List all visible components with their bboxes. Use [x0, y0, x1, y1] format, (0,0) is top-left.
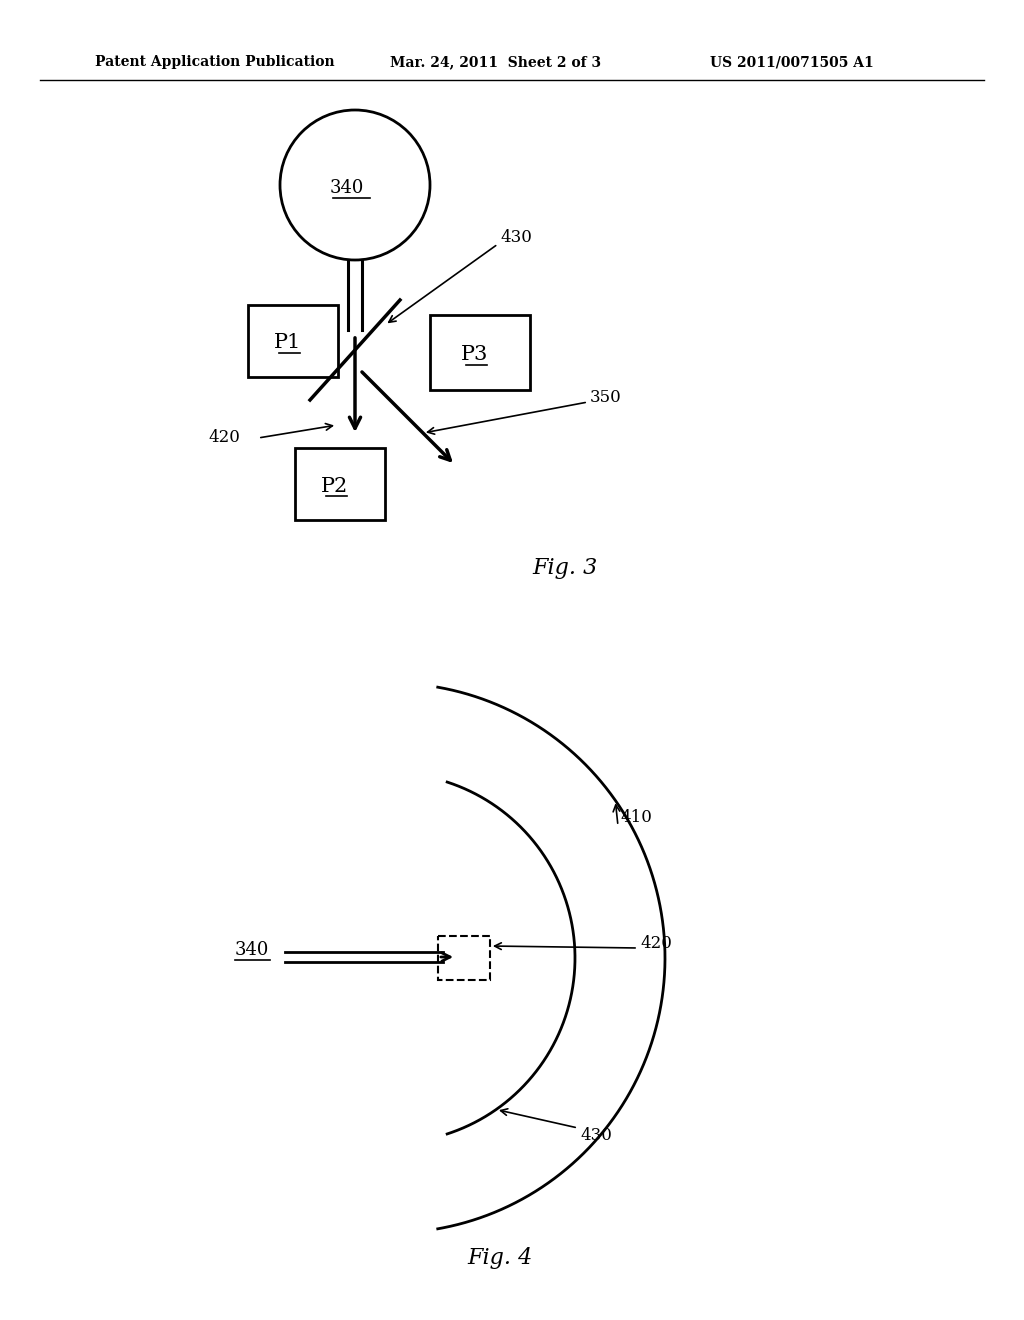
- Text: 340: 340: [330, 180, 365, 197]
- Text: 430: 430: [580, 1127, 612, 1144]
- Bar: [248, 305, 338, 378]
- Text: Fig. 4: Fig. 4: [467, 1247, 532, 1269]
- Bar: [438, 936, 490, 979]
- Text: 420: 420: [640, 935, 672, 952]
- Text: US 2011/0071505 A1: US 2011/0071505 A1: [710, 55, 873, 69]
- Text: P2: P2: [322, 477, 348, 495]
- Text: 420: 420: [208, 429, 240, 446]
- Text: Mar. 24, 2011  Sheet 2 of 3: Mar. 24, 2011 Sheet 2 of 3: [390, 55, 601, 69]
- Text: 430: 430: [500, 230, 531, 247]
- Text: 340: 340: [234, 941, 269, 960]
- Bar: [430, 315, 530, 389]
- Bar: [295, 447, 385, 520]
- Text: 350: 350: [590, 389, 622, 407]
- Text: P3: P3: [462, 345, 488, 364]
- Text: Patent Application Publication: Patent Application Publication: [95, 55, 335, 69]
- Text: 410: 410: [620, 809, 652, 826]
- Text: P1: P1: [274, 334, 302, 352]
- Text: Fig. 3: Fig. 3: [532, 557, 598, 579]
